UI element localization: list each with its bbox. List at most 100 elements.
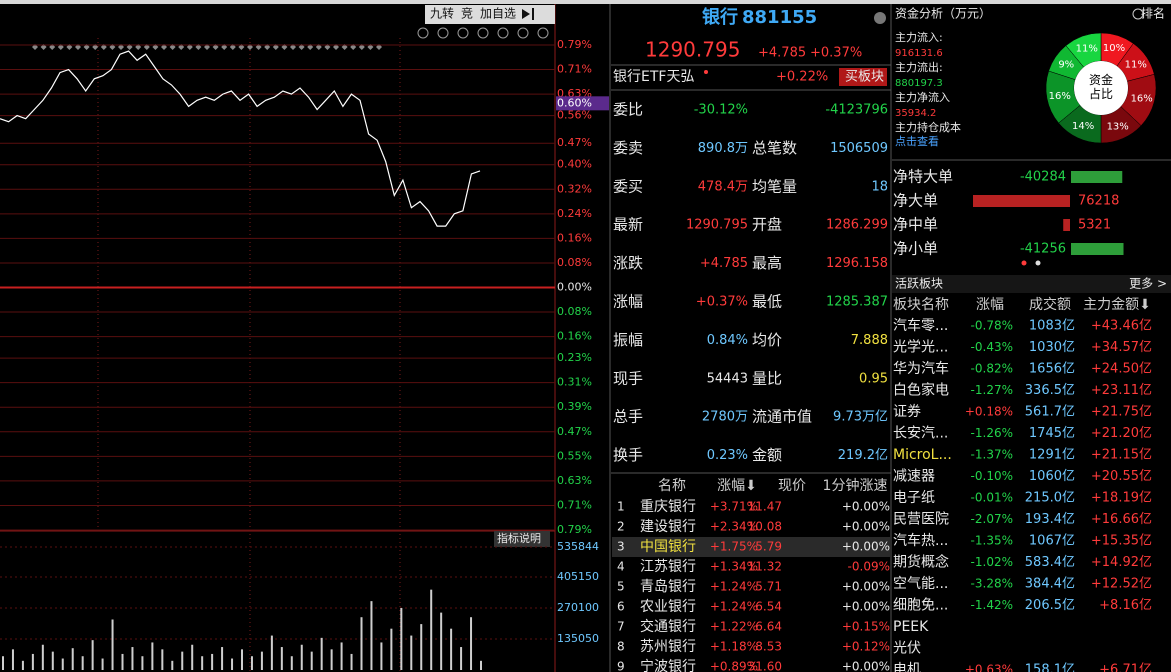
sector-name[interactable]: 光学光... — [893, 340, 948, 356]
column-header[interactable]: 主力金额⬇ — [1083, 297, 1151, 313]
sector-amount: 1656亿 — [1029, 362, 1075, 377]
stock-change: +3.71% — [710, 500, 758, 514]
indicator-button-label[interactable]: 指标说明 — [497, 531, 541, 545]
y-tick-label: 0.24% — [557, 207, 592, 220]
etf-name[interactable]: 银行ETF天弘 — [613, 69, 694, 85]
sector-name[interactable]: PEEK — [893, 619, 929, 635]
share-center-label: 资金占比 — [1088, 73, 1113, 101]
help-icon[interactable] — [1132, 8, 1144, 20]
sector-change: -1.27% — [971, 383, 1013, 397]
stock-change: +1.34% — [710, 560, 758, 574]
sector-main: +12.52亿 — [1091, 577, 1152, 592]
y-tick-label: 0.23% — [557, 351, 592, 364]
cursor-box — [556, 96, 609, 111]
settings-icon[interactable] — [874, 12, 886, 24]
volume-bar — [320, 637, 323, 670]
tool-icon[interactable] — [437, 27, 449, 39]
volume-bar — [141, 656, 144, 670]
volume-bar — [231, 658, 234, 670]
stock-name[interactable]: 重庆银行 — [640, 499, 696, 515]
field-label: 均价 — [752, 331, 782, 349]
net-label: 净特大单 — [893, 168, 953, 186]
toolbar-button[interactable]: 加自选 — [480, 7, 516, 21]
sector-amount: 1291亿 — [1029, 448, 1075, 463]
sector-name[interactable]: 电机 — [893, 662, 921, 672]
sector-name[interactable]: MicroL... — [893, 447, 952, 463]
sector-change: +0.63% — [965, 663, 1013, 672]
tool-icon[interactable] — [537, 27, 549, 39]
column-header[interactable]: 涨幅⬇ — [717, 478, 757, 494]
stock-name[interactable]: 青岛银行 — [640, 579, 696, 595]
sector-name[interactable]: 长安汽... — [893, 426, 948, 442]
field-label: 涨跌 — [613, 254, 643, 272]
sector-name[interactable]: 民营医院 — [893, 512, 949, 528]
stock-name[interactable]: 宁波银行 — [640, 658, 696, 672]
sector-name[interactable]: 汽车零... — [893, 317, 948, 334]
sector-change: -1.02% — [971, 555, 1013, 569]
funds-link[interactable]: 点击查看 — [895, 134, 939, 148]
sector-name[interactable]: 华为汽车 — [893, 360, 949, 377]
field-value: 219.2亿 — [838, 448, 888, 463]
sector-main: +16.66亿 — [1091, 512, 1152, 527]
menu-icon[interactable] — [522, 8, 534, 20]
rank-link[interactable]: 排名 — [1141, 6, 1165, 21]
volume-bar — [181, 651, 184, 670]
tool-icon[interactable] — [517, 27, 529, 39]
volume-bar — [241, 649, 243, 670]
sector-name[interactable]: 光伏 — [893, 641, 921, 657]
buy-button[interactable] — [839, 68, 887, 86]
y-tick-label: 0.16% — [557, 330, 592, 343]
share-center-text: 资金占比 — [1088, 73, 1113, 101]
sector-main: +15.35亿 — [1091, 534, 1152, 549]
stock-name[interactable]: 江苏银行 — [640, 559, 696, 575]
volume-bar — [270, 635, 273, 670]
tool-icon[interactable] — [457, 27, 469, 39]
sector-name[interactable]: 细胞免... — [893, 598, 948, 614]
share-label: 11% — [1076, 43, 1098, 54]
indicator-button[interactable] — [494, 531, 550, 547]
page-dot[interactable] — [1035, 260, 1041, 266]
sector-name[interactable]: 汽车热... — [893, 532, 948, 549]
funds-value: 35934.2 — [895, 108, 936, 119]
column-header[interactable]: 现价 — [778, 478, 806, 494]
column-header[interactable]: 1分钟涨速 — [823, 477, 888, 494]
stock-name[interactable]: 农业银行 — [640, 599, 696, 615]
sector-main: +21.15亿 — [1091, 448, 1152, 463]
volume-bar — [211, 653, 214, 670]
page-dot[interactable] — [1021, 260, 1027, 266]
share-label: 13% — [1107, 122, 1129, 133]
column-header[interactable]: 成交额 — [1029, 296, 1071, 313]
sector-name[interactable]: 白色家电 — [893, 382, 949, 399]
stock-name[interactable]: 苏州银行 — [640, 639, 696, 655]
sector-name[interactable]: 空气能... — [893, 576, 948, 592]
net-value: -40284 — [1020, 170, 1066, 185]
sector-name[interactable]: 电子纸 — [893, 490, 935, 506]
sector-main: +20.55亿 — [1091, 469, 1152, 484]
stock-change: +1.75% — [710, 540, 758, 554]
toolbar-button[interactable]: 九转 — [430, 6, 454, 21]
share-label: 10% — [1103, 43, 1125, 54]
column-header[interactable]: 名称 — [658, 478, 686, 494]
column-header[interactable]: 板块名称 — [893, 297, 949, 313]
funds-value: 880197.3 — [895, 78, 943, 89]
buy-button-label[interactable]: 买板块 — [845, 70, 884, 85]
stock-name[interactable]: 交通银行 — [640, 618, 696, 635]
sector-main: +21.20亿 — [1091, 426, 1152, 441]
stock-name[interactable]: 中国银行 — [640, 539, 696, 555]
field-value: 0.95 — [859, 371, 888, 386]
toolbar-button[interactable]: 竞 — [461, 7, 473, 21]
sector-name[interactable]: 证券 — [893, 404, 921, 420]
y-tick-label: 535844 — [557, 540, 599, 553]
volume-bar — [21, 660, 24, 670]
stock-name[interactable]: 建设银行 — [640, 519, 696, 535]
column-header[interactable]: 涨幅 — [976, 297, 1004, 313]
volume-bar — [360, 617, 363, 670]
sector-name[interactable]: 期货概念 — [893, 554, 949, 571]
tool-icon[interactable] — [477, 27, 489, 39]
sector-name: 银行 — [702, 6, 738, 28]
field-label: 委比 — [613, 101, 643, 119]
tool-icon[interactable] — [497, 27, 509, 39]
tool-icon[interactable] — [417, 27, 429, 39]
more-link[interactable]: 更多 > — [1129, 277, 1167, 291]
sector-name[interactable]: 减速器 — [893, 469, 935, 485]
